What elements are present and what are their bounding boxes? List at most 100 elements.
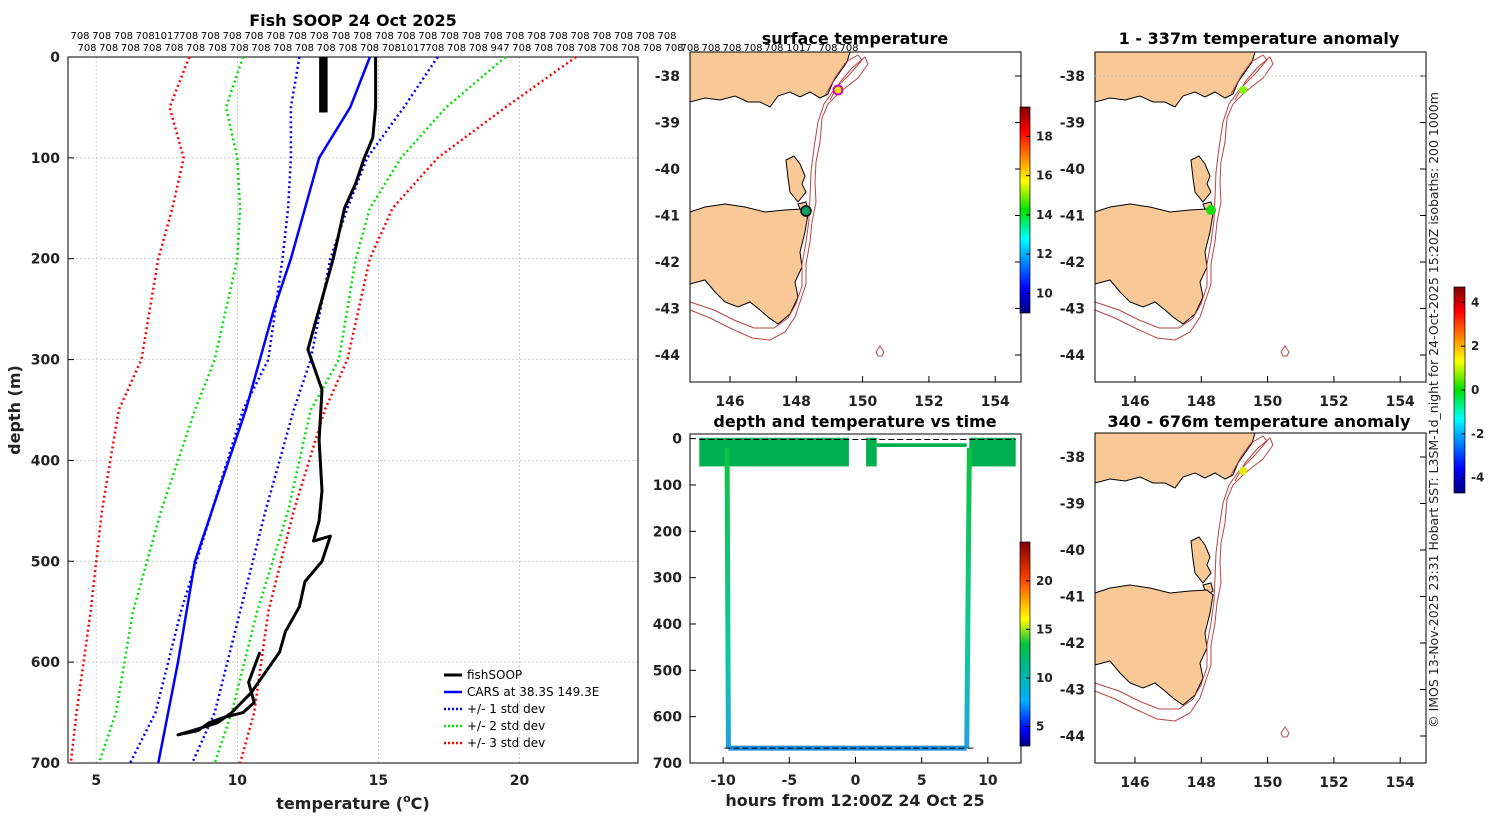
count-label: 708 [179, 31, 198, 42]
profile-ytick: 400 [31, 453, 60, 469]
count-label: 708 [534, 43, 553, 54]
profile-ytick: 600 [31, 655, 60, 671]
count-label: 708 [92, 31, 111, 42]
timeseries-ascent [964, 447, 972, 749]
colorbar-tick: 2 [1471, 339, 1479, 353]
profile-counts-row2: 708 708 708 708 708 708 708 708 708 708 708 708 708 7… [77, 43, 683, 54]
count-label: 708 [375, 31, 394, 42]
colorbar-tick: 4 [1471, 295, 1479, 309]
map-lon-tick: 152 [1319, 775, 1348, 791]
surface-count-label: 708 [743, 43, 762, 54]
profile-line-2-std-dev [213, 56, 507, 764]
surface-map-counts: 708 708 708 708 708 1017 708 708 [680, 43, 858, 54]
colorbar-tick: 0 [1471, 383, 1479, 397]
map-lat-tick: -43 [1060, 683, 1085, 699]
count-label: 708 [599, 43, 618, 54]
count-label: 708 [657, 31, 676, 42]
timeseries-xtick: 10 [978, 773, 998, 789]
timeseries-surface-block [866, 437, 877, 467]
map-lat-tick: -38 [655, 69, 680, 85]
map-lat-tick: -43 [655, 302, 680, 318]
profile-legend: fishSOOP CARS at 38.3S 149.3E +/- 1 std … [444, 668, 599, 750]
map-lat-tick: -41 [1060, 590, 1085, 606]
map-lon-tick: 150 [848, 394, 877, 410]
profile-xtick: 20 [510, 773, 530, 789]
anomaly-map1-track-marker [1206, 205, 1216, 215]
colorbar-tick: 16 [1036, 169, 1053, 183]
count-label: 708 [208, 43, 227, 54]
profile-line-3-std-dev [69, 56, 191, 764]
surface-colorbar-ticks: 10 12 14 16 18 [1026, 129, 1053, 300]
profile-line-1-std-dev [128, 56, 301, 764]
profile-ytick: 100 [31, 151, 60, 167]
count-label: 708 [621, 43, 640, 54]
colorbar-tick: 20 [1036, 574, 1053, 588]
profile-title: Fish SOOP 24 Oct 2025 [249, 11, 457, 30]
count-label: 708 [556, 43, 575, 54]
anomaly-colorbar-ticks: 4 2 0 -2 -4 [1461, 295, 1484, 485]
map-lat-tick: -39 [1060, 497, 1085, 513]
timeseries-ytick: 0 [672, 432, 682, 448]
count-label: 708 [310, 31, 329, 42]
profile-ytick: 500 [31, 554, 60, 570]
count-label: 708 [549, 31, 568, 42]
anomaly-map2-marker [1239, 467, 1247, 475]
count-label: 708 [512, 43, 531, 54]
timeseries-surface-line [876, 443, 967, 447]
profile-line-1-std-dev [191, 56, 439, 764]
surface-count-label: 708 [764, 43, 783, 54]
profile-axes-frame [67, 56, 639, 764]
map-lat-tick: -41 [1060, 209, 1085, 225]
map-lat-tick: -40 [655, 162, 681, 178]
profile-ytick: 700 [31, 756, 60, 772]
map-lat-tick: -42 [1060, 255, 1085, 271]
timeseries-colorbar-ticks: 5 10 15 20 [1026, 574, 1053, 734]
count-label: 708 [288, 31, 307, 42]
count-label: 708 [201, 31, 220, 42]
surface-count-label: 708 [818, 43, 837, 54]
surface-count-label: 708 [701, 43, 720, 54]
profile-line-fishsoop [176, 57, 378, 737]
count-label: 708 [99, 43, 118, 54]
surface-count-label: 708 [839, 43, 858, 54]
surface-map-ticks: -38 -39 -40 -41 -42 -43 -44 146 148 150 152 154 [655, 69, 1021, 410]
count-label: 708 [353, 31, 372, 42]
count-label: 708 [664, 43, 683, 54]
count-label: 708 [484, 31, 503, 42]
profile-xtick: 5 [91, 773, 101, 789]
map-lon-tick: 148 [1187, 394, 1216, 410]
timeseries-descent [724, 447, 731, 749]
count-label: 947 [491, 43, 510, 54]
surface-count-label: 708 [680, 43, 699, 54]
surface-colorbar [1019, 106, 1031, 314]
count-label: 708 [360, 43, 379, 54]
anomaly-map1-marker [1239, 86, 1247, 94]
timeseries-panel: depth and temperature vs time -10 -5 0 5 100… [653, 412, 1053, 810]
timeseries-ytick: 700 [653, 756, 682, 772]
anomaly-map2-panel: 340 - 676m temperature anomaly -38 -39 -40… [1060, 412, 1427, 791]
count-label: 708 [592, 31, 611, 42]
count-label: 708 [317, 43, 336, 54]
map-lon-tick: 148 [1187, 775, 1216, 791]
count-label: 708 [570, 31, 589, 42]
count-label: 708 [614, 31, 633, 42]
colorbar-tick: -4 [1471, 471, 1484, 485]
profile-xtick: 15 [369, 773, 388, 789]
profile-line-3-std-dev [238, 55, 577, 764]
colorbar-tick: 5 [1036, 720, 1044, 734]
map-lon-tick: 152 [1319, 394, 1348, 410]
count-label: 708 [577, 43, 596, 54]
legend-fishsoop: fishSOOP [467, 668, 522, 682]
surface-map-position-marker [832, 84, 844, 96]
count-label: 708 [295, 43, 314, 54]
profile-grid [68, 56, 638, 764]
count-label: 708 [230, 43, 249, 54]
map-lat-tick: -43 [1060, 302, 1085, 318]
legend-cars: CARS at 38.3S 149.3E [467, 685, 599, 699]
anomaly-map2 [1094, 432, 1427, 764]
count-label: 708 [121, 43, 140, 54]
map-lon-tick: 148 [782, 394, 811, 410]
profile-ytick: 0 [50, 50, 60, 66]
